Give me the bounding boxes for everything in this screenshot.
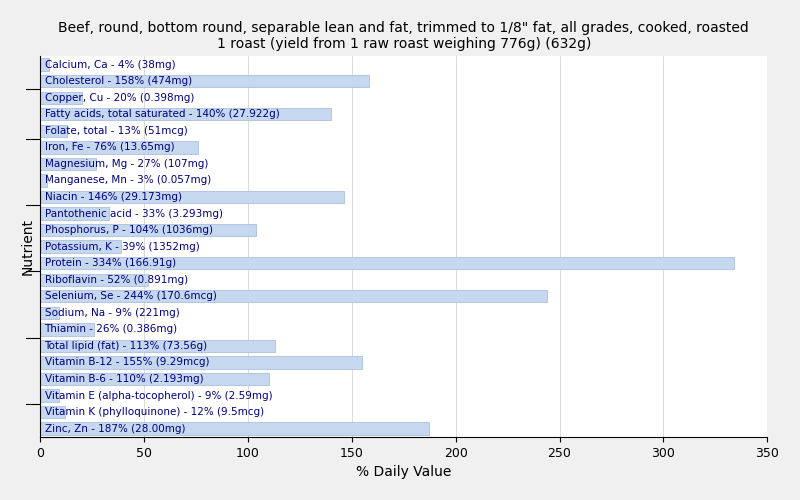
Bar [40,108,331,120]
Y-axis label: Nutrient: Nutrient [21,218,35,275]
Text: Protein - 334% (166.91g): Protein - 334% (166.91g) [45,258,176,268]
Text: Pantothenic acid - 33% (3.293mg): Pantothenic acid - 33% (3.293mg) [45,208,222,218]
Bar [40,92,82,104]
Bar [40,290,547,302]
Bar [40,141,198,154]
Bar [40,58,49,71]
Bar [40,208,109,220]
Bar [40,373,269,385]
Bar [40,390,59,402]
Bar [40,240,122,253]
Text: Vitamin E (alpha-tocopherol) - 9% (2.59mg): Vitamin E (alpha-tocopherol) - 9% (2.59m… [45,390,272,400]
Bar [40,323,94,336]
Bar [40,406,66,418]
Text: Cholesterol - 158% (474mg): Cholesterol - 158% (474mg) [45,76,192,86]
Bar [40,224,256,236]
Bar [40,274,148,286]
Text: Vitamin B-12 - 155% (9.29mcg): Vitamin B-12 - 155% (9.29mcg) [45,358,209,368]
Bar [40,340,275,352]
Bar [40,174,46,186]
Text: Niacin - 146% (29.173mg): Niacin - 146% (29.173mg) [45,192,182,202]
Text: Phosphorus, P - 104% (1036mg): Phosphorus, P - 104% (1036mg) [45,225,213,235]
Text: Folate, total - 13% (51mcg): Folate, total - 13% (51mcg) [45,126,187,136]
Text: Sodium, Na - 9% (221mg): Sodium, Na - 9% (221mg) [45,308,179,318]
Text: Magnesium, Mg - 27% (107mg): Magnesium, Mg - 27% (107mg) [45,159,208,169]
Bar [40,158,97,170]
Text: Manganese, Mn - 3% (0.057mg): Manganese, Mn - 3% (0.057mg) [45,176,210,186]
Text: Vitamin B-6 - 110% (2.193mg): Vitamin B-6 - 110% (2.193mg) [45,374,203,384]
Text: Total lipid (fat) - 113% (73.56g): Total lipid (fat) - 113% (73.56g) [45,341,208,351]
Bar [40,124,67,137]
Text: Calcium, Ca - 4% (38mg): Calcium, Ca - 4% (38mg) [45,60,175,70]
X-axis label: % Daily Value: % Daily Value [356,465,451,479]
Bar [40,422,429,435]
Text: Selenium, Se - 244% (170.6mcg): Selenium, Se - 244% (170.6mcg) [45,292,217,302]
Bar [40,257,734,270]
Text: Riboflavin - 52% (0.891mg): Riboflavin - 52% (0.891mg) [45,274,188,284]
Text: Fatty acids, total saturated - 140% (27.922g): Fatty acids, total saturated - 140% (27.… [45,110,279,120]
Text: Zinc, Zn - 187% (28.00mg): Zinc, Zn - 187% (28.00mg) [45,424,185,434]
Text: Iron, Fe - 76% (13.65mg): Iron, Fe - 76% (13.65mg) [45,142,174,152]
Text: Vitamin K (phylloquinone) - 12% (9.5mcg): Vitamin K (phylloquinone) - 12% (9.5mcg) [45,407,264,417]
Bar [40,75,369,88]
Bar [40,191,343,203]
Bar [40,306,59,319]
Bar [40,356,362,368]
Title: Beef, round, bottom round, separable lean and fat, trimmed to 1/8" fat, all grad: Beef, round, bottom round, separable lea… [58,21,749,51]
Text: Copper, Cu - 20% (0.398mg): Copper, Cu - 20% (0.398mg) [45,92,194,102]
Text: Potassium, K - 39% (1352mg): Potassium, K - 39% (1352mg) [45,242,199,252]
Text: Thiamin - 26% (0.386mg): Thiamin - 26% (0.386mg) [45,324,178,334]
